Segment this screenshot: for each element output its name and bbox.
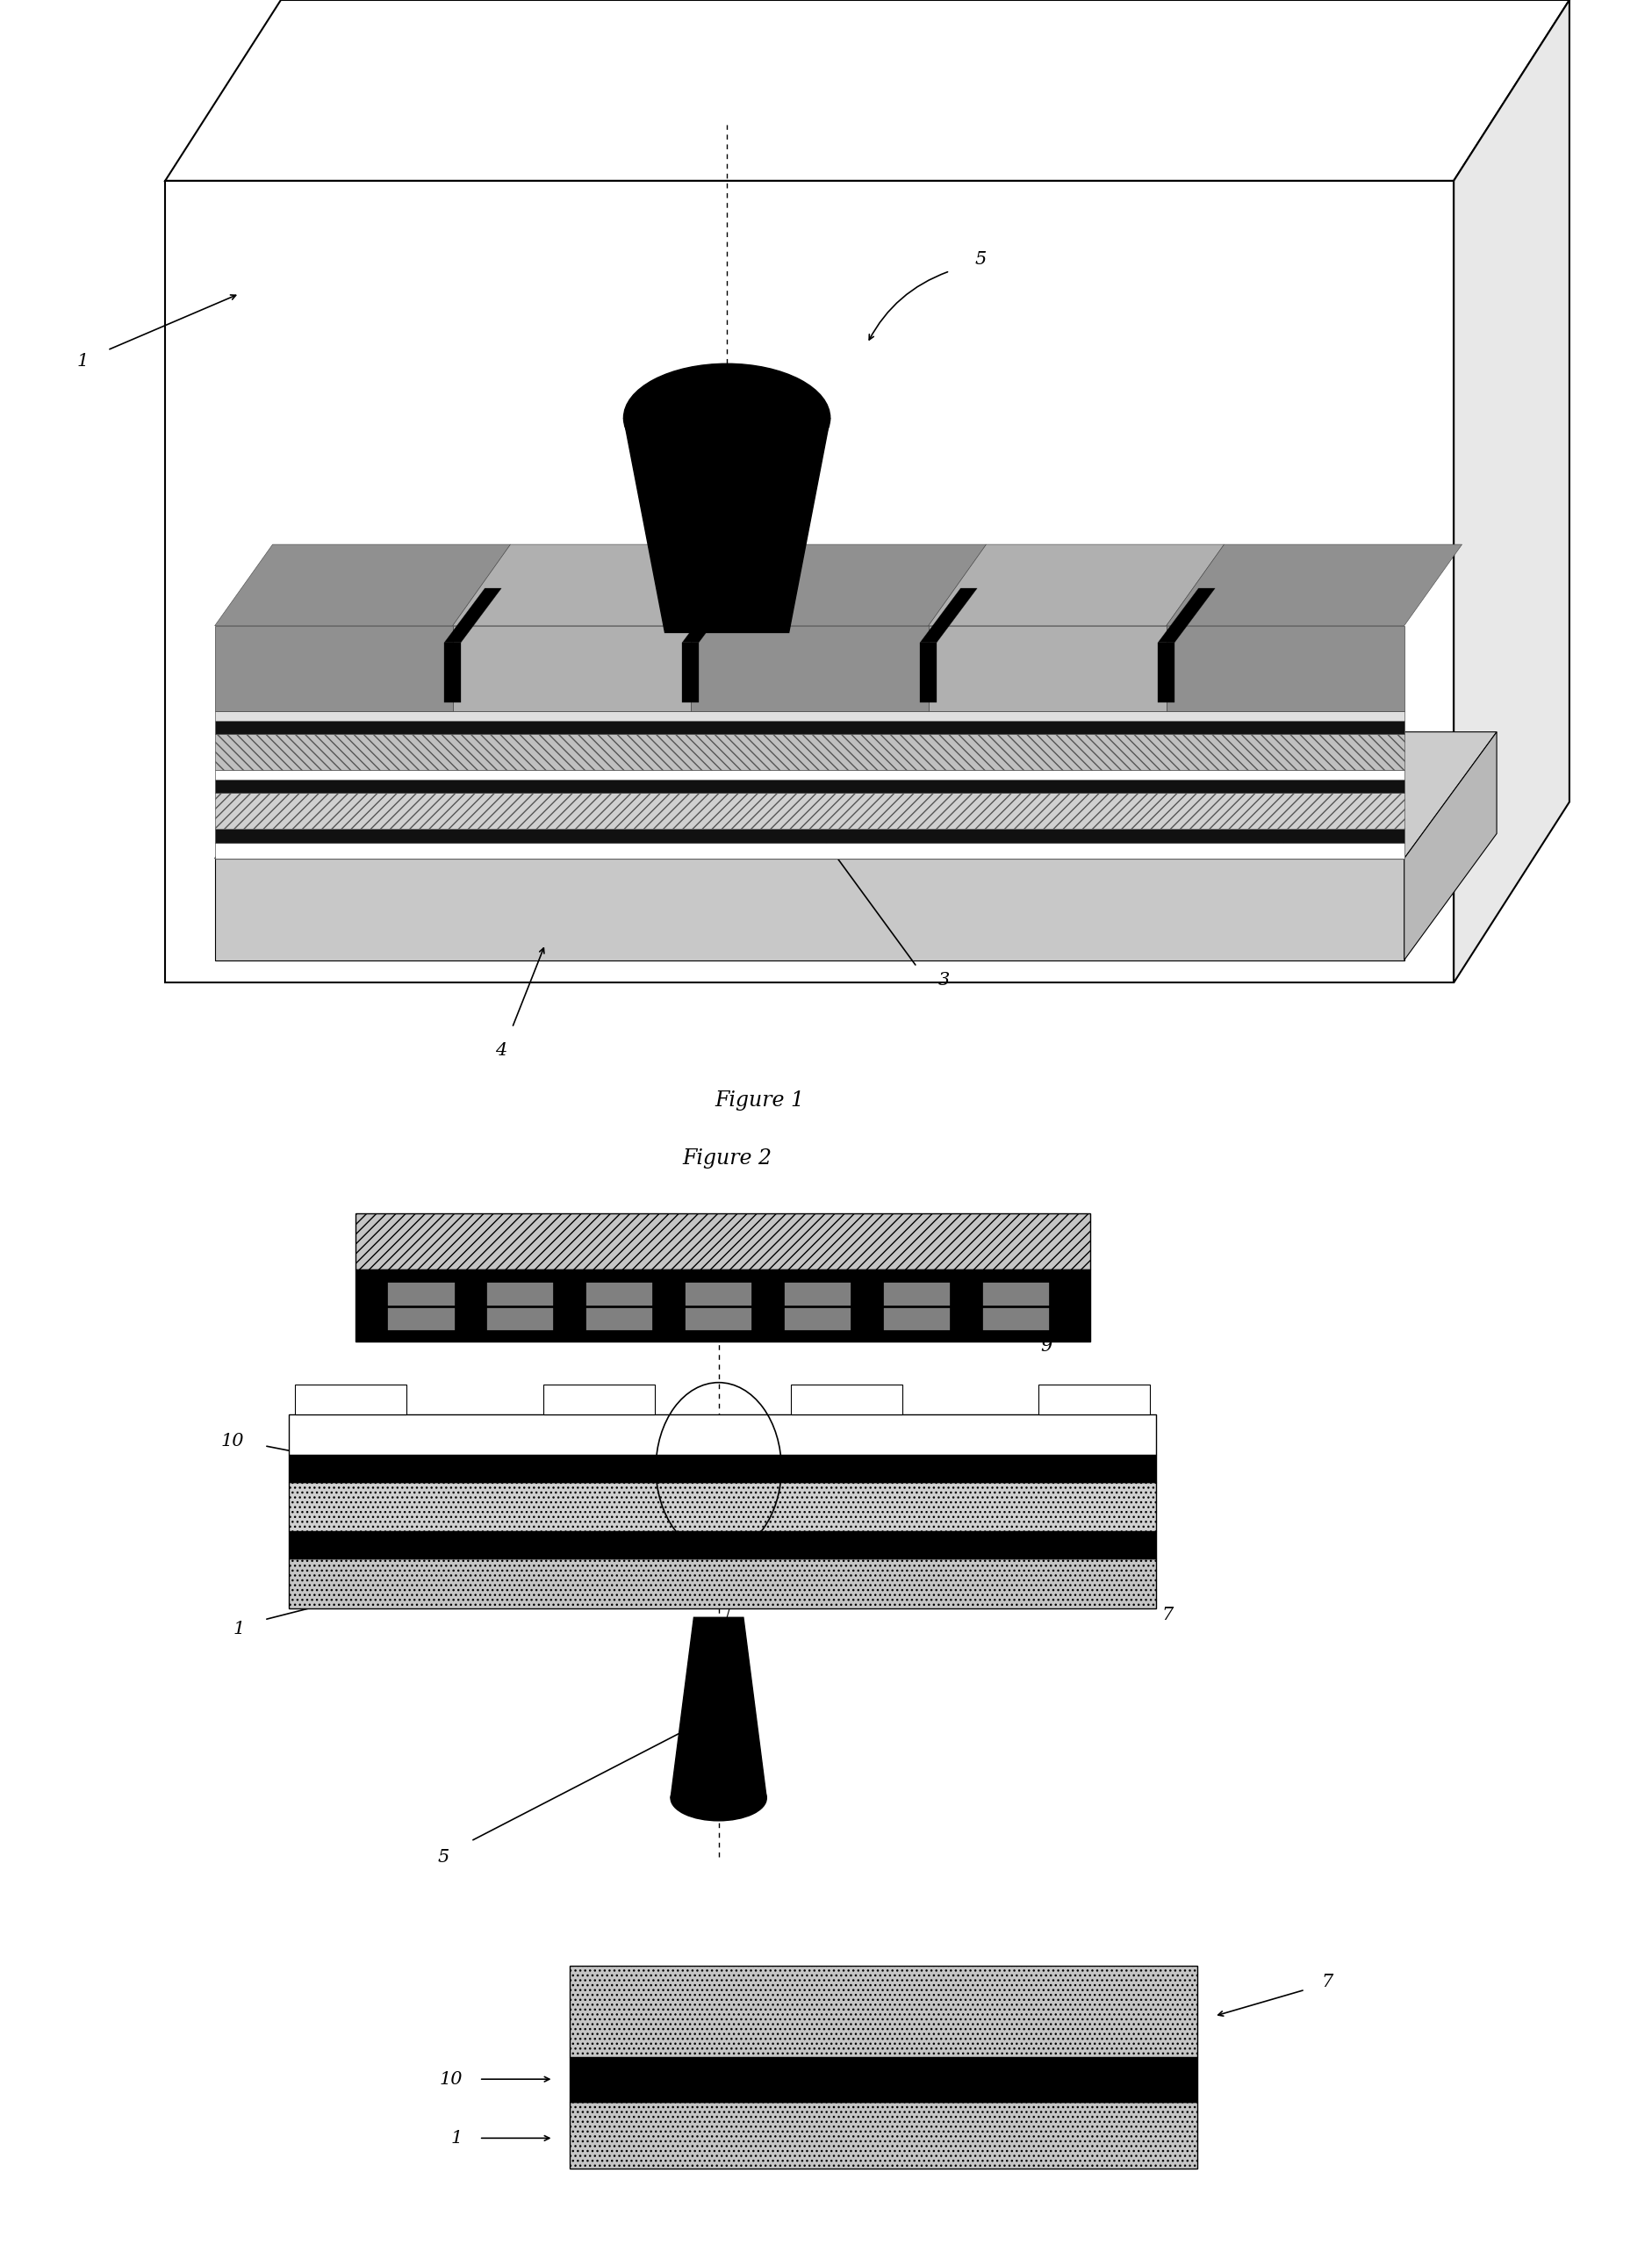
Text: 9: 9 <box>1041 1337 1052 1355</box>
Bar <box>686 1283 752 1306</box>
Bar <box>586 1283 653 1306</box>
Polygon shape <box>920 587 976 642</box>
Bar <box>544 1385 654 1414</box>
Bar <box>570 2101 1198 2169</box>
Bar <box>928 626 1166 712</box>
Text: 1: 1 <box>233 1620 244 1638</box>
Bar <box>983 1283 1049 1306</box>
Text: 4: 4 <box>494 1041 507 1059</box>
Text: 2: 2 <box>1274 831 1287 849</box>
Bar <box>388 1308 454 1331</box>
Polygon shape <box>624 418 829 633</box>
Bar <box>785 1308 851 1331</box>
Text: Figure 1: Figure 1 <box>715 1091 805 1109</box>
Text: 1: 1 <box>76 352 89 370</box>
Text: 10: 10 <box>221 1432 244 1450</box>
Polygon shape <box>671 1617 767 1798</box>
Bar <box>1166 626 1404 712</box>
Text: 8: 8 <box>1145 1482 1156 1500</box>
Bar <box>289 1482 1156 1532</box>
Bar <box>1158 642 1175 703</box>
Text: 5: 5 <box>975 251 986 269</box>
Polygon shape <box>215 732 1497 858</box>
Bar <box>487 1308 553 1331</box>
Polygon shape <box>444 587 502 642</box>
Bar <box>1039 1385 1150 1414</box>
Text: Figure 2: Figure 2 <box>682 1150 771 1168</box>
Bar <box>215 793 1404 829</box>
Bar <box>215 721 1404 734</box>
Polygon shape <box>682 587 740 642</box>
Bar <box>215 626 453 712</box>
Bar <box>289 1455 1156 1482</box>
Bar <box>586 1308 653 1331</box>
Bar <box>388 1283 454 1306</box>
Text: 10: 10 <box>439 2072 463 2087</box>
Polygon shape <box>928 544 1224 626</box>
Bar <box>686 1308 752 1331</box>
Bar <box>289 1414 1156 1455</box>
Polygon shape <box>1166 544 1462 626</box>
Bar <box>884 1308 950 1331</box>
Bar <box>453 626 691 712</box>
Ellipse shape <box>671 1776 767 1821</box>
Text: 5: 5 <box>438 1848 449 1866</box>
Bar <box>920 642 937 703</box>
Bar <box>215 843 1404 858</box>
Bar <box>215 829 1404 843</box>
Bar <box>691 626 928 712</box>
Polygon shape <box>1158 587 1214 642</box>
Bar <box>682 642 699 703</box>
Ellipse shape <box>624 364 829 472</box>
Bar <box>355 1270 1090 1342</box>
Bar <box>570 1965 1198 2056</box>
Text: 7: 7 <box>1161 1606 1173 1624</box>
Bar <box>296 1385 406 1414</box>
Bar <box>785 1283 851 1306</box>
Text: 1: 1 <box>451 2130 463 2146</box>
Bar <box>983 1308 1049 1331</box>
Bar <box>289 1532 1156 1559</box>
Polygon shape <box>1404 732 1497 960</box>
Bar <box>487 1283 553 1306</box>
Polygon shape <box>165 181 1454 983</box>
Text: 3: 3 <box>938 971 950 989</box>
Polygon shape <box>691 544 986 626</box>
Bar <box>215 734 1404 770</box>
Polygon shape <box>215 544 510 626</box>
Bar <box>215 858 1404 960</box>
Bar <box>215 712 1404 721</box>
Bar <box>215 770 1404 779</box>
Bar <box>444 642 461 703</box>
Bar <box>570 2056 1198 2101</box>
Bar <box>355 1213 1090 1270</box>
Bar <box>884 1283 950 1306</box>
Bar <box>215 779 1404 793</box>
Bar <box>289 1559 1156 1608</box>
Polygon shape <box>1454 0 1569 983</box>
Polygon shape <box>165 0 1569 181</box>
Text: 7: 7 <box>1322 1974 1333 1990</box>
Polygon shape <box>453 544 748 626</box>
Bar <box>791 1385 902 1414</box>
